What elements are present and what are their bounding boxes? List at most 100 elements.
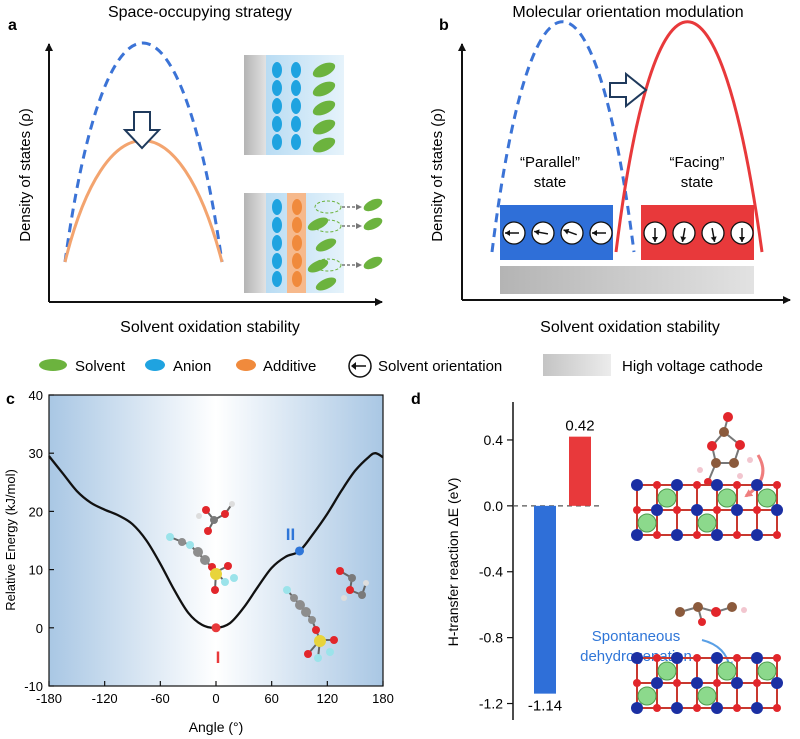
oxygen-atom [633, 506, 641, 514]
displaced-solvent-outlines [314, 200, 342, 272]
metal-atom [711, 479, 723, 491]
facing-orientation-icon-arrowhead [710, 236, 717, 242]
cathode-slab-bottom [631, 652, 783, 714]
bar-negative-value-label: -1.14 [528, 698, 562, 715]
legend-cathode-swatch [543, 354, 611, 376]
x-tick-label: 0 [212, 691, 219, 706]
minimum-point-I [211, 623, 221, 633]
panel-a-title: Space-occupying strategy [108, 4, 292, 21]
oxygen-atom [773, 654, 781, 662]
parallel-orientation-icon-arrowhead [563, 228, 570, 235]
oxygen-atom [733, 531, 741, 539]
metal-atom [751, 529, 763, 541]
metal-atom [731, 677, 743, 689]
oxygen-atom [693, 654, 701, 662]
li-atom [657, 488, 677, 508]
oxygen-atom [753, 506, 761, 514]
oxygen-atom [673, 679, 681, 687]
li-atom [697, 513, 717, 533]
oxygen-atom [653, 481, 661, 489]
oxygen-atom [673, 506, 681, 514]
oxygen-atom [733, 481, 741, 489]
x-tick-label: -120 [92, 691, 118, 706]
facing-orientation-icon-arrowhead [680, 236, 687, 242]
facing-orientation-icon-arrowhead [739, 237, 745, 242]
legend-additive-swatch [236, 359, 256, 371]
parallel-state-label-line1: “Parallel” [520, 154, 580, 171]
x-tick-label: 120 [316, 691, 338, 706]
panel-d: d -1.2 -0.8 -0.4 0.0 0.4 H-transfer reaction… [411, 391, 783, 720]
panel-c-letter: c [6, 391, 15, 408]
li-atom [757, 661, 777, 681]
legend-orientation-arrowhead [351, 362, 356, 370]
panel-a-orange-curve [63, 139, 224, 263]
anion-column [272, 199, 282, 287]
metal-atom [651, 677, 663, 689]
metal-atom [731, 504, 743, 516]
oxygen-atom [733, 704, 741, 712]
panel-a: a Space-occupying strategy Density of st… [8, 4, 383, 336]
metal-atom [771, 504, 783, 516]
metal-atom [711, 529, 723, 541]
oxygen-atom [633, 679, 641, 687]
facing-state-label-line1: “Facing” [669, 154, 724, 171]
cathode-block [244, 55, 266, 155]
metal-atom [751, 652, 763, 664]
bar-positive [569, 436, 591, 506]
y-tick-label: -1.2 [479, 696, 503, 712]
molecule-isolated-top [196, 501, 235, 535]
facing-state-label-line2: state [681, 174, 714, 191]
down-arrow-icon [122, 111, 162, 150]
cathode-block [244, 193, 266, 293]
panel-d-letter: d [411, 391, 421, 408]
metal-atom [631, 652, 643, 664]
oxygen-atom [753, 679, 761, 687]
point-II [295, 546, 304, 556]
metal-atom [671, 529, 683, 541]
oxygen-atom [773, 531, 781, 539]
metal-atom [671, 702, 683, 714]
metal-atom [651, 504, 663, 516]
x-tick-label: 180 [372, 691, 394, 706]
li-atom [757, 488, 777, 508]
y-tick-label: 30 [29, 446, 43, 461]
adsorbed-molecule-bottom [675, 602, 747, 626]
panel-b-ylabel: Density of states (ρ) [429, 108, 446, 242]
transfer-arrow [744, 454, 765, 498]
x-tick-label: -60 [151, 691, 170, 706]
parallel-orientation-icon-arrowhead [592, 230, 597, 236]
y-tick-label: 0.4 [484, 432, 504, 448]
metal-atom [671, 652, 683, 664]
panel-b-red-curve [614, 20, 764, 253]
oxygen-atom [773, 481, 781, 489]
panel-c-ylabel: Relative Energy (kJ/mol) [3, 469, 18, 611]
legend-anion-label: Anion [173, 358, 211, 375]
oxygen-atom [693, 531, 701, 539]
y-tick-label: 0.0 [484, 498, 504, 514]
y-tick-label: -10 [24, 679, 43, 694]
panel-b: b Molecular orientation modulation Densi… [429, 4, 791, 336]
li-atom [717, 488, 737, 508]
li-atom [637, 686, 657, 706]
solvent-column [312, 62, 336, 153]
panel-d-ylabel: H-transfer reaction ΔE (eV) [445, 478, 461, 647]
annotation-line1: Spontaneous [592, 628, 680, 645]
oxygen-atom [653, 654, 661, 662]
point-II-label: II [286, 525, 295, 544]
legend-orientation-label: Solvent orientation [378, 358, 502, 375]
panel-b-dashed-curve [490, 20, 636, 253]
metal-atom [631, 702, 643, 714]
parallel-state-label-line2: state [534, 174, 567, 191]
panel-b-title: Molecular orientation modulation [512, 4, 743, 21]
metal-atom [691, 504, 703, 516]
parallel-orientation-icon-arrowhead [505, 230, 510, 236]
displacement-arrows [342, 204, 362, 268]
panel-c-xlabel: Angle (°) [189, 719, 244, 735]
additive-column [292, 199, 302, 287]
facing-orientation-icons [643, 221, 754, 245]
bar-negative [534, 505, 556, 694]
li-atom [717, 661, 737, 681]
oxygen-atom [713, 506, 721, 514]
y-tick-label: 10 [29, 563, 43, 578]
